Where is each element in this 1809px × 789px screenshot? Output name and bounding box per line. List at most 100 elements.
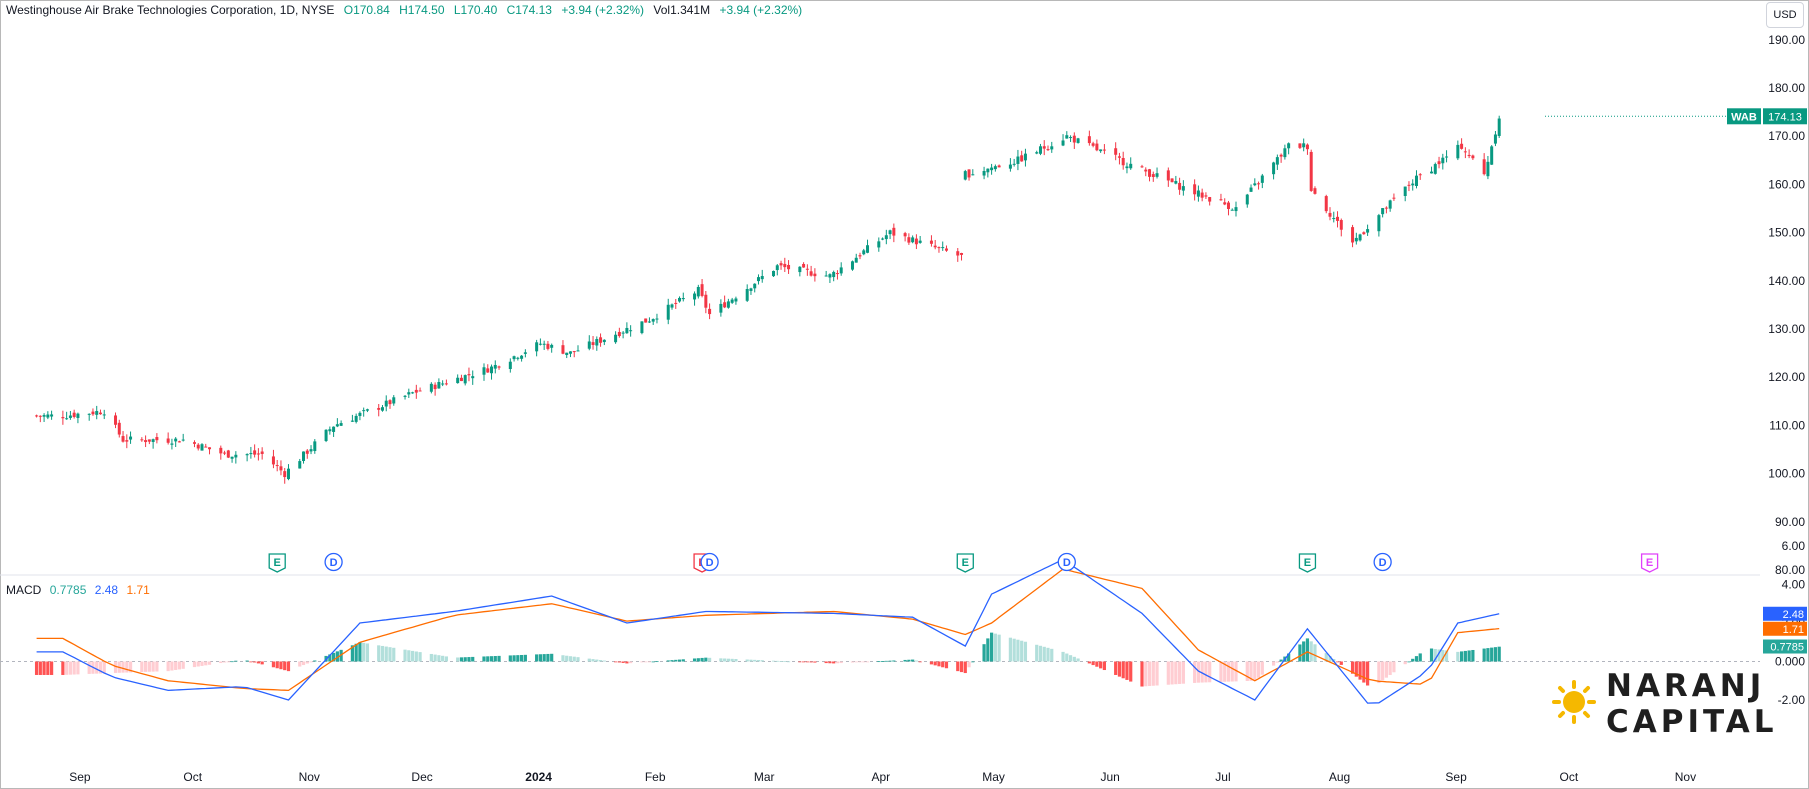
candle-body: [271, 456, 275, 465]
candle-body: [1411, 183, 1415, 186]
candle-body: [174, 438, 178, 442]
candle-body: [866, 245, 870, 253]
candle-body: [1069, 137, 1073, 139]
macd-histogram-bar: [50, 661, 54, 675]
candle-body: [1042, 146, 1046, 149]
macd-histogram-bar: [512, 655, 516, 662]
price-axis-label: 120.00: [1768, 370, 1805, 384]
candle-body: [418, 390, 422, 392]
candle-body: [377, 407, 381, 410]
macd-histogram-bar: [572, 656, 576, 662]
macd-histogram-bar: [692, 658, 697, 662]
candle-body: [1497, 118, 1501, 136]
macd-histogram-bar: [286, 661, 291, 672]
candle-body: [1253, 183, 1257, 186]
macd-histogram-bar: [1234, 661, 1238, 682]
macd-histogram-bar: [629, 661, 633, 664]
macd-legend: MACD 0.7785 2.48 1.71: [6, 583, 155, 597]
macd-histogram-bar: [1181, 661, 1185, 684]
candle-body: [482, 367, 486, 375]
candle-body: [813, 273, 817, 277]
candle-body: [1381, 208, 1385, 215]
macd-histogram-bar: [591, 659, 595, 662]
price-axis-label: 80.00: [1775, 563, 1805, 577]
macd-histogram-bar: [1497, 646, 1501, 662]
candle-body: [719, 303, 723, 313]
macd-histogram-bar: [377, 645, 381, 662]
macd-histogram-bar: [997, 634, 1001, 662]
candle-body: [177, 441, 181, 443]
macd-histogram-bar: [1226, 661, 1231, 682]
candle-body: [102, 414, 106, 416]
macd-histogram-bar: [260, 661, 264, 665]
macd-histogram-bar: [1095, 661, 1099, 667]
macd-histogram-bar: [1016, 639, 1020, 662]
macd-histogram-bar: [1249, 661, 1253, 681]
candle-body: [907, 237, 911, 243]
macd-histogram-bar: [1287, 653, 1291, 662]
time-axis-label: Oct: [183, 770, 202, 784]
price-axis-label: 130.00: [1768, 322, 1805, 336]
macd-histogram-bar: [1155, 661, 1159, 686]
candle-body: [862, 250, 866, 255]
logo-line2: CAPITAL: [1606, 704, 1778, 740]
high-value: H174.50: [399, 3, 445, 17]
candle-body: [1125, 166, 1129, 169]
macd-label: MACD: [6, 583, 42, 597]
candle-body: [1358, 234, 1362, 241]
candle-body: [1418, 174, 1422, 176]
candle-body: [302, 451, 306, 461]
currency-button[interactable]: USD: [1766, 2, 1804, 28]
macd-histogram-bar: [1354, 661, 1358, 677]
candle-body: [956, 251, 960, 256]
candle-body: [1076, 138, 1080, 143]
macd-histogram-bar: [832, 661, 836, 664]
candle-body: [328, 429, 332, 432]
macd-histogram-bar: [982, 644, 986, 662]
candle-body: [1430, 171, 1434, 174]
macd-histogram-bar: [967, 661, 971, 668]
macd-histogram-bar: [437, 655, 441, 662]
macd-axis-label: 6.00: [1782, 539, 1806, 553]
macd-histogram-bar: [76, 661, 80, 675]
candle-body: [1486, 161, 1490, 177]
candle-body: [486, 368, 490, 373]
macd-histogram-bar: [275, 661, 279, 669]
volume-change: +3.94 (+2.32%): [719, 3, 803, 17]
candle-body: [730, 299, 734, 303]
candle-body: [407, 392, 411, 395]
macd-histogram-bar: [1441, 649, 1445, 662]
candle-body: [1129, 163, 1133, 169]
macd-histogram-bar: [719, 658, 723, 662]
macd-histogram-bar: [1279, 659, 1283, 662]
candle-body: [516, 357, 520, 359]
macd-histogram-bar: [1429, 648, 1434, 662]
candle-body: [1245, 194, 1249, 205]
macd-histogram-bar: [234, 660, 238, 662]
macd-histogram-bar: [595, 659, 599, 662]
macd-histogram-bar: [1087, 661, 1091, 664]
volume-value: Vol1.341M: [653, 3, 711, 17]
macd-histogram-bar: [708, 657, 712, 662]
time-axis-label: May: [982, 770, 1005, 784]
candle-body: [802, 263, 806, 268]
candle-body: [471, 376, 475, 379]
candle-body: [181, 439, 185, 441]
candle-body: [467, 374, 471, 376]
macd-histogram-bar: [523, 654, 527, 662]
candle-body: [1272, 162, 1276, 175]
candle-body: [681, 297, 685, 300]
candle-body: [997, 165, 1001, 168]
macd-histogram-value: 0.7785: [49, 583, 87, 597]
macd-histogram-bar: [42, 661, 46, 675]
macd-histogram-bar: [681, 659, 685, 662]
macd-histogram-bar: [726, 658, 730, 662]
macd-histogram-bar: [760, 660, 764, 662]
macd-histogram-bar: [38, 661, 42, 675]
macd-histogram-bar: [87, 661, 91, 674]
macd-histogram-bar: [444, 656, 448, 662]
macd-value-tag: 2.48: [1783, 609, 1804, 621]
macd-histogram-bar: [1230, 661, 1234, 682]
